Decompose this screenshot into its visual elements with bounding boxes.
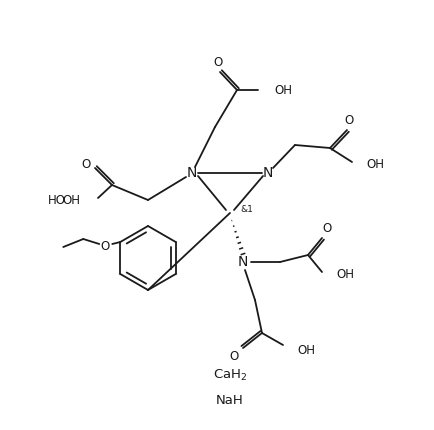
Text: N: N [237, 255, 248, 269]
Text: O: O [100, 240, 110, 254]
Text: N: N [262, 166, 273, 180]
Text: O: O [81, 159, 90, 172]
Text: OH: OH [273, 83, 291, 96]
Text: OH: OH [296, 344, 314, 356]
Text: OH: OH [365, 157, 383, 171]
Text: OH: OH [62, 194, 80, 206]
Text: &1: &1 [240, 206, 252, 215]
Text: NaH: NaH [216, 393, 243, 406]
Text: N: N [186, 166, 197, 180]
Text: CaH$_2$: CaH$_2$ [212, 368, 247, 383]
Text: O: O [213, 56, 222, 70]
Text: HO: HO [48, 194, 66, 206]
Text: O: O [344, 114, 353, 128]
Text: OH: OH [335, 267, 353, 280]
Text: O: O [322, 222, 331, 236]
Text: O: O [229, 350, 238, 362]
